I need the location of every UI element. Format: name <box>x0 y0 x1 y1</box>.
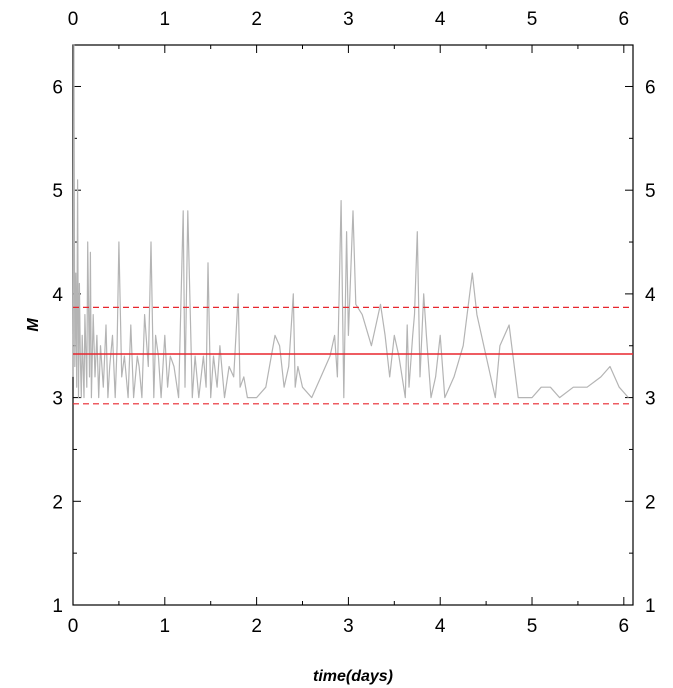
series-line-0 <box>72 44 629 399</box>
x-tick-label-bottom: 0 <box>68 616 79 637</box>
y-tick-label-right: 4 <box>645 285 656 306</box>
x-tick-label-top: 1 <box>160 9 171 30</box>
x-tick-label-bottom: 6 <box>619 616 630 637</box>
x-tick-label-top: 3 <box>343 9 354 30</box>
y-tick-label-left: 6 <box>52 77 63 98</box>
y-tick-label-right: 6 <box>645 77 656 98</box>
x-tick-label-bottom: 5 <box>527 616 538 637</box>
x-tick-label-top: 4 <box>435 9 446 30</box>
x-tick-label-top: 2 <box>251 9 262 30</box>
y-tick-label-left: 1 <box>52 596 63 617</box>
x-tick-label-top: 6 <box>619 9 630 30</box>
x-tick-label-bottom: 1 <box>160 616 171 637</box>
x-axis-title: time(days) <box>313 668 393 685</box>
y-axis-title: M <box>25 318 42 332</box>
x-tick-label-bottom: 2 <box>251 616 262 637</box>
x-tick-label-top: 0 <box>68 9 79 30</box>
x-tick-label-bottom: 4 <box>435 616 446 637</box>
y-tick-label-right: 2 <box>645 492 656 513</box>
x-tick-label-top: 5 <box>527 9 538 30</box>
y-tick-label-left: 2 <box>52 492 63 513</box>
series-layer <box>72 44 633 405</box>
y-tick-label-right: 3 <box>645 389 656 410</box>
y-tick-label-right: 1 <box>645 596 656 617</box>
y-tick-label-right: 5 <box>645 181 656 202</box>
plot-frame <box>72 44 634 606</box>
ticks <box>72 45 633 606</box>
y-tick-label-left: 4 <box>52 285 63 306</box>
y-tick-label-left: 5 <box>52 181 63 202</box>
x-tick-label-bottom: 3 <box>343 616 354 637</box>
y-tick-label-left: 3 <box>52 389 63 410</box>
